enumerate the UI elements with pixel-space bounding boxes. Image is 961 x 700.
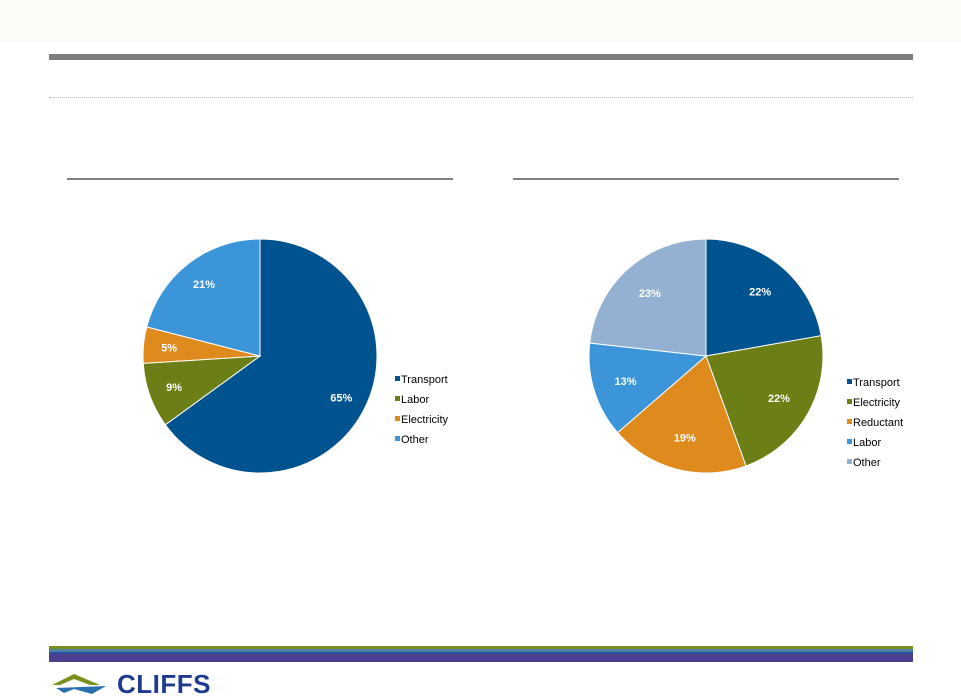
legend-swatch-transport	[847, 379, 852, 384]
footer-stripe-4	[49, 654, 913, 662]
data-label-transport: 22%	[749, 286, 771, 298]
legend-label-labor: Labor	[401, 394, 429, 406]
data-label-electricity: 5%	[161, 342, 177, 354]
legend-swatch-electricity	[395, 416, 400, 421]
legend-swatch-other	[395, 436, 400, 441]
pie-slice-labor	[588, 342, 708, 434]
legend-swatch-labor	[847, 439, 852, 444]
data-label-labor: 13%	[615, 376, 637, 388]
legend-label-reductant: Reductant	[853, 417, 903, 429]
legend-label-transport: Transport	[401, 374, 448, 386]
header-band	[0, 0, 961, 42]
data-label-reductant: 19%	[674, 433, 696, 445]
legend-label-labor: Labor	[853, 437, 881, 449]
pie-slice-electricity	[705, 335, 824, 467]
legend-swatch-other	[847, 459, 852, 464]
legend-swatch-transport	[395, 376, 400, 381]
data-label-other: 23%	[639, 288, 661, 300]
right-chart-rule	[513, 178, 899, 180]
data-label-other: 21%	[193, 279, 215, 291]
pie-slice-other	[146, 238, 261, 357]
logo-text: CLIFFS	[117, 669, 211, 699]
footer-stripe-3	[49, 652, 913, 654]
legend-label-other: Other	[401, 434, 429, 446]
legend-swatch-reductant	[847, 419, 852, 424]
pie-slice-other	[589, 238, 707, 357]
footer-stripe-2	[49, 649, 913, 652]
data-label-transport: 65%	[330, 392, 352, 404]
footer-stripe-1	[49, 646, 913, 649]
legend-swatch-electricity	[847, 399, 852, 404]
mountain-chevron-icon	[52, 674, 106, 694]
legend-label-electricity: Electricity	[401, 414, 449, 426]
legend-label-electricity: Electricity	[853, 397, 901, 409]
dotted-divider	[49, 97, 913, 98]
left-chart-rule	[67, 178, 453, 180]
pie-slice-transport	[705, 238, 822, 357]
data-label-labor: 9%	[166, 382, 182, 394]
legend-label-transport: Transport	[853, 377, 900, 389]
legend-swatch-labor	[395, 396, 400, 401]
legend-label-other: Other	[853, 457, 881, 469]
title-rule	[49, 54, 913, 60]
cliffs-logo: CLIFFS	[52, 669, 242, 699]
pie-slice-transport	[164, 238, 378, 474]
data-label-electricity: 22%	[768, 393, 790, 405]
pie-slice-reductant	[616, 355, 747, 474]
